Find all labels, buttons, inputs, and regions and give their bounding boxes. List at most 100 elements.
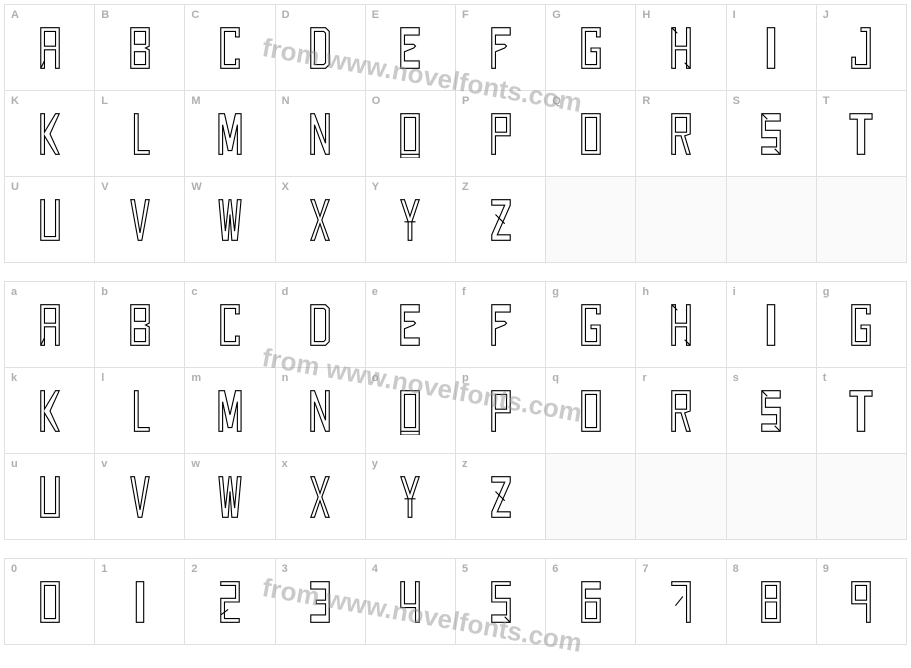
glyph-cell[interactable]: S [727, 91, 817, 177]
glyph-cell[interactable]: o [366, 368, 456, 454]
glyph-cell[interactable]: A [5, 5, 95, 91]
glyph-cell[interactable]: 4 [366, 559, 456, 645]
glyph-preview [216, 387, 244, 435]
glyph-cell[interactable]: k [5, 368, 95, 454]
glyph-cell[interactable]: p [456, 368, 546, 454]
glyph-preview [667, 578, 695, 626]
cell-label: Q [552, 95, 561, 107]
glyph-cell[interactable]: 1 [95, 559, 185, 645]
glyph-grid-section: 01 2345 67 89 [4, 558, 907, 645]
glyph-cell[interactable]: Q [546, 91, 636, 177]
cell-label: e [372, 286, 378, 298]
glyph-cell[interactable]: y [366, 454, 456, 540]
glyph-cell[interactable]: u [5, 454, 95, 540]
glyph-cell [727, 177, 817, 263]
glyph-cell[interactable]: g [817, 282, 907, 368]
glyph-cell[interactable]: l [95, 368, 185, 454]
glyph-cell[interactable]: L [95, 91, 185, 177]
glyph-cell[interactable]: M [185, 91, 275, 177]
cell-label: d [282, 286, 289, 298]
glyph-preview [757, 387, 785, 435]
glyph-preview [36, 110, 64, 158]
cell-label: P [462, 95, 469, 107]
glyph-cell[interactable]: d [276, 282, 366, 368]
glyph-cell[interactable]: D [276, 5, 366, 91]
glyph-preview [577, 301, 605, 349]
glyph-cell[interactable]: c [185, 282, 275, 368]
glyph-cell[interactable]: E [366, 5, 456, 91]
glyph-cell[interactable]: g [546, 282, 636, 368]
cell-label: q [552, 372, 559, 384]
glyph-cell[interactable]: W [185, 177, 275, 263]
glyph-preview [36, 24, 64, 72]
glyph-cell[interactable]: 8 [727, 559, 817, 645]
glyph-preview [306, 196, 334, 244]
glyph-preview [577, 24, 605, 72]
glyph-preview [126, 578, 154, 626]
glyph-preview [396, 196, 424, 244]
glyph-cell[interactable]: B [95, 5, 185, 91]
glyph-cell[interactable]: V [95, 177, 185, 263]
glyph-cell[interactable]: 6 [546, 559, 636, 645]
glyph-cell[interactable]: 9 [817, 559, 907, 645]
glyph-cell[interactable]: K [5, 91, 95, 177]
glyph-cell[interactable]: P [456, 91, 546, 177]
glyph-cell[interactable]: h [636, 282, 726, 368]
glyph-preview [487, 110, 515, 158]
glyph-cell[interactable]: q [546, 368, 636, 454]
glyph-cell[interactable]: N [276, 91, 366, 177]
glyph-preview [396, 24, 424, 72]
glyph-cell[interactable]: F [456, 5, 546, 91]
glyph-cell[interactable]: t [817, 368, 907, 454]
glyph-preview [216, 578, 244, 626]
glyph-cell [817, 454, 907, 540]
glyph-cell[interactable]: 3 [276, 559, 366, 645]
glyph-preview [847, 387, 875, 435]
glyph-grid-section: abcdefghigklmnopqrstuvwxyz [4, 281, 907, 540]
glyph-cell[interactable]: U [5, 177, 95, 263]
glyph-cell[interactable]: T [817, 91, 907, 177]
cell-label: w [191, 458, 200, 470]
glyph-cell[interactable]: n [276, 368, 366, 454]
glyph-cell[interactable]: x [276, 454, 366, 540]
cell-label: b [101, 286, 108, 298]
glyph-cell[interactable]: e [366, 282, 456, 368]
glyph-cell[interactable]: J [817, 5, 907, 91]
glyph-cell[interactable]: H [636, 5, 726, 91]
cell-label: C [191, 9, 199, 21]
glyph-cell[interactable]: v [95, 454, 185, 540]
glyph-cell[interactable]: R [636, 91, 726, 177]
glyph-cell[interactable]: O [366, 91, 456, 177]
glyph-preview [396, 473, 424, 521]
glyph-cell[interactable]: r [636, 368, 726, 454]
glyph-cell[interactable]: 7 [636, 559, 726, 645]
glyph-cell[interactable]: m [185, 368, 275, 454]
glyph-cell[interactable]: G [546, 5, 636, 91]
cell-label: A [11, 9, 19, 21]
cell-label: v [101, 458, 107, 470]
glyph-cell[interactable]: a [5, 282, 95, 368]
glyph-cell[interactable]: b [95, 282, 185, 368]
glyph-cell[interactable]: i [727, 282, 817, 368]
cell-label: 5 [462, 563, 468, 575]
glyph-cell[interactable]: I [727, 5, 817, 91]
glyph-cell[interactable]: s [727, 368, 817, 454]
glyph-cell[interactable]: z [456, 454, 546, 540]
glyph-cell[interactable]: X [276, 177, 366, 263]
cell-label: z [462, 458, 468, 470]
glyph-cell[interactable]: f [456, 282, 546, 368]
cell-label: 7 [642, 563, 648, 575]
glyph-cell[interactable]: 2 [185, 559, 275, 645]
cell-label: 1 [101, 563, 107, 575]
glyph-cell[interactable]: 0 [5, 559, 95, 645]
glyph-cell[interactable]: C [185, 5, 275, 91]
glyph-cell[interactable]: w [185, 454, 275, 540]
glyph-cell [546, 177, 636, 263]
cell-label: M [191, 95, 200, 107]
cell-label: T [823, 95, 830, 107]
glyph-cell[interactable]: Y [366, 177, 456, 263]
glyph-preview [126, 110, 154, 158]
glyph-cell[interactable]: Z [456, 177, 546, 263]
cell-label: i [733, 286, 736, 298]
glyph-cell[interactable]: 5 [456, 559, 546, 645]
